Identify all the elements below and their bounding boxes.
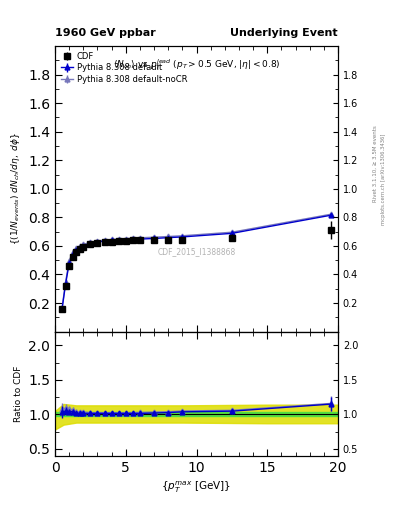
Text: Rivet 3.1.10, ≥ 3.5M events: Rivet 3.1.10, ≥ 3.5M events: [373, 125, 378, 202]
Y-axis label: $\{(1/N_{events})\ dN_{ch}/d\eta,\ d\phi\}$: $\{(1/N_{events})\ dN_{ch}/d\eta,\ d\phi…: [9, 132, 22, 245]
Y-axis label: Ratio to CDF: Ratio to CDF: [14, 366, 23, 422]
Text: $\langle N_{ch}\rangle$ vs $p_T^{lead}$ ($p_T > 0.5$ GeV, $|\eta| < 0.8$): $\langle N_{ch}\rangle$ vs $p_T^{lead}$ …: [113, 57, 280, 72]
Legend: CDF, Pythia 8.308 default, Pythia 8.308 default-noCR: CDF, Pythia 8.308 default, Pythia 8.308 …: [57, 49, 191, 87]
Text: CDF_2015_I1388868: CDF_2015_I1388868: [157, 247, 236, 256]
Text: 1960 GeV ppbar: 1960 GeV ppbar: [55, 28, 156, 38]
Text: Underlying Event: Underlying Event: [230, 28, 338, 38]
X-axis label: $\{p_T^{max}\ \mathrm{[GeV]}\}$: $\{p_T^{max}\ \mathrm{[GeV]}\}$: [162, 480, 231, 496]
Text: mcplots.cern.ch [arXiv:1306.3436]: mcplots.cern.ch [arXiv:1306.3436]: [381, 134, 386, 225]
